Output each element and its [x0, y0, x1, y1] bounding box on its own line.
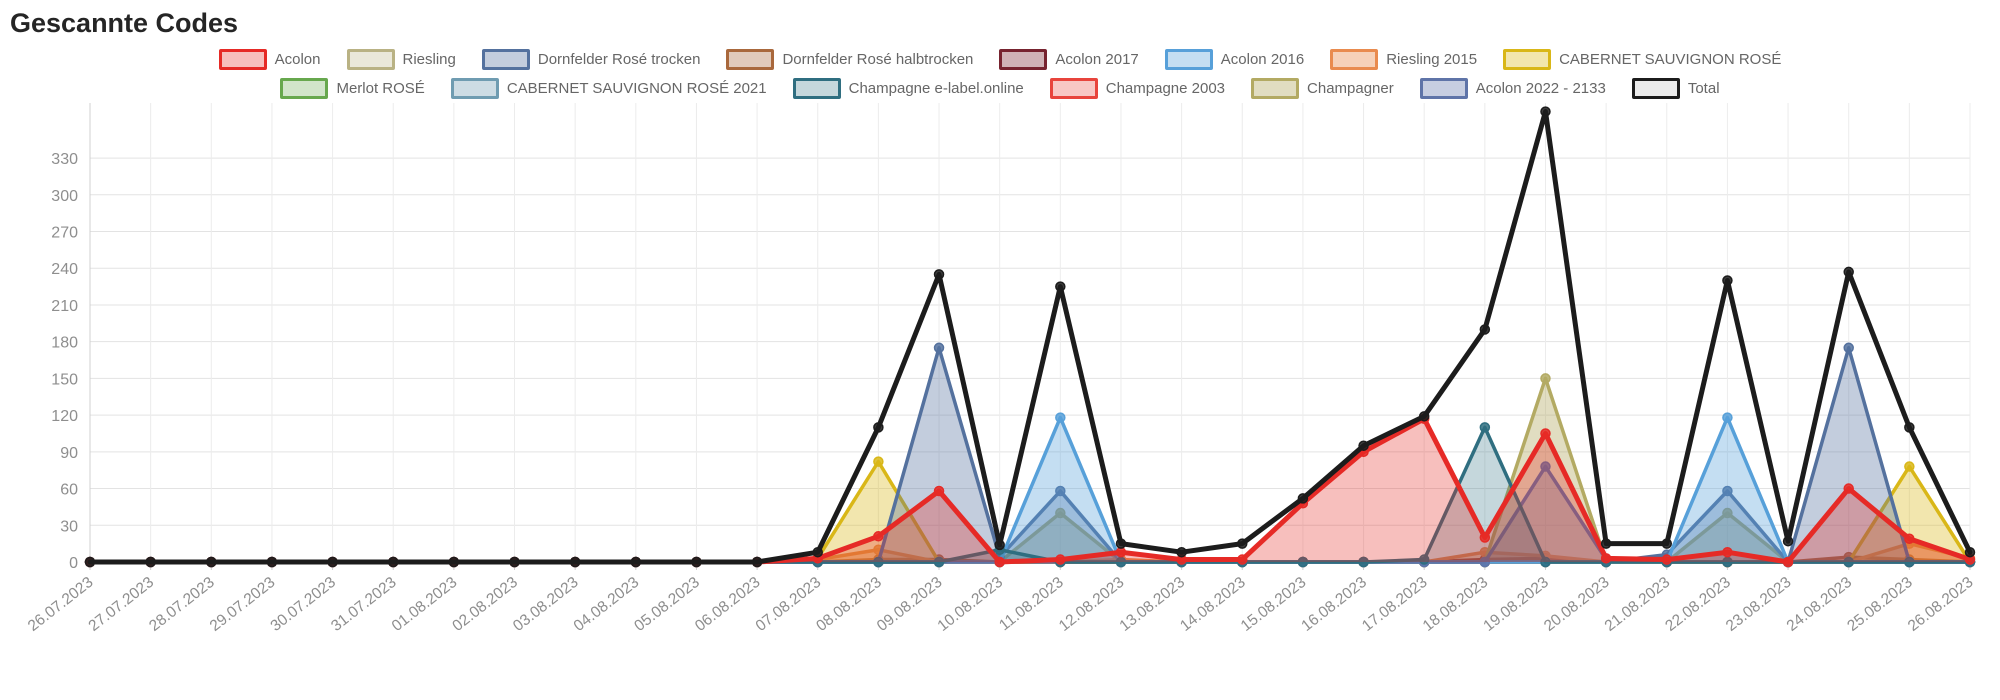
- svg-text:31.07.2023: 31.07.2023: [328, 574, 400, 635]
- legend-swatch: [1419, 78, 1468, 99]
- legend-item-label: Dornfelder Rosé halbtrocken: [782, 51, 974, 68]
- legend-swatch: [450, 78, 499, 99]
- svg-text:14.08.2023: 14.08.2023: [1177, 574, 1249, 635]
- svg-text:30.07.2023: 30.07.2023: [267, 574, 339, 635]
- legend-item-label: Total: [1687, 80, 1720, 97]
- legend-item-cabernet-sauvignon-ros[interactable]: CABERNET SAUVIGNON ROSÉ: [1503, 49, 1781, 70]
- svg-text:10.08.2023: 10.08.2023: [935, 574, 1007, 635]
- legend-item-dornfelder-ros-halbtrocken[interactable]: Dornfelder Rosé halbtrocken: [726, 49, 973, 70]
- legend-item-champagne-2003[interactable]: Champagne 2003: [1049, 78, 1226, 99]
- legend-item-label: Champagne 2003: [1105, 80, 1226, 97]
- legend-item-total[interactable]: Total: [1631, 78, 1720, 99]
- chart-canvas[interactable]: 0 30 60 90 120 150 180 210 240 270 300 330 26.07.202…: [0, 103, 2000, 691]
- svg-text:26.08.2023: 26.08.2023: [1905, 574, 1977, 635]
- chart-legend: Acolon Riesling Dornfelder Rosé trocken Dor…: [0, 45, 2000, 103]
- svg-text:18.08.2023: 18.08.2023: [1420, 574, 1492, 635]
- legend-swatch: [1164, 49, 1213, 70]
- svg-text:0: 0: [69, 555, 78, 572]
- svg-text:300: 300: [51, 188, 78, 205]
- svg-text:08.08.2023: 08.08.2023: [813, 574, 885, 635]
- legend-item-label: Champagner: [1307, 80, 1394, 97]
- legend-swatch: [346, 49, 395, 70]
- legend-swatch: [1049, 78, 1098, 99]
- legend-item-riesling-2015[interactable]: Riesling 2015: [1330, 49, 1477, 70]
- svg-text:210: 210: [51, 298, 78, 315]
- page-title: Gescannte Codes: [10, 8, 239, 38]
- svg-text:15.08.2023: 15.08.2023: [1238, 574, 1310, 635]
- svg-text:30: 30: [60, 518, 78, 535]
- svg-text:07.08.2023: 07.08.2023: [753, 574, 825, 635]
- legend-item-label: Acolon: [274, 51, 321, 68]
- svg-text:23.08.2023: 23.08.2023: [1723, 574, 1795, 635]
- svg-text:25.08.2023: 25.08.2023: [1844, 574, 1916, 635]
- svg-text:29.07.2023: 29.07.2023: [207, 574, 279, 635]
- legend-item-cabernet-sauvignon-ros-2021[interactable]: CABERNET SAUVIGNON ROSÉ 2021: [450, 78, 767, 99]
- svg-text:20.08.2023: 20.08.2023: [1541, 574, 1613, 635]
- svg-text:11.08.2023: 11.08.2023: [996, 574, 1067, 634]
- svg-text:09.08.2023: 09.08.2023: [874, 574, 946, 635]
- legend-item-label: Dornfelder Rosé trocken: [537, 51, 701, 68]
- svg-text:16.08.2023: 16.08.2023: [1298, 574, 1370, 635]
- legend-swatch: [726, 49, 775, 70]
- legend-row: Acolon Riesling Dornfelder Rosé trocken Dor…: [0, 45, 2000, 74]
- svg-text:150: 150: [51, 371, 78, 388]
- legend-item-acolon[interactable]: Acolon: [218, 49, 321, 70]
- svg-text:180: 180: [51, 335, 78, 352]
- svg-text:06.08.2023: 06.08.2023: [692, 574, 764, 635]
- svg-text:27.07.2023: 27.07.2023: [86, 574, 158, 635]
- legend-item-label: CABERNET SAUVIGNON ROSÉ 2021: [506, 80, 767, 97]
- legend-item-acolon-2017[interactable]: Acolon 2017: [999, 49, 1139, 70]
- svg-text:26.07.2023: 26.07.2023: [25, 574, 97, 635]
- svg-text:270: 270: [51, 225, 78, 242]
- legend-item-label: Acolon 2016: [1220, 51, 1305, 68]
- legend-swatch: [792, 78, 841, 99]
- svg-text:05.08.2023: 05.08.2023: [631, 574, 703, 635]
- svg-text:90: 90: [60, 445, 78, 462]
- legend-swatch: [999, 49, 1048, 70]
- legend-item-champagner[interactable]: Champagner: [1251, 78, 1394, 99]
- svg-text:240: 240: [51, 261, 78, 278]
- legend-item-acolon-2022-2133[interactable]: Acolon 2022 - 2133: [1419, 78, 1606, 99]
- svg-text:24.08.2023: 24.08.2023: [1784, 574, 1856, 635]
- legend-swatch: [1330, 49, 1379, 70]
- svg-text:28.07.2023: 28.07.2023: [146, 574, 218, 635]
- legend-item-champagne-e-label-online[interactable]: Champagne e-label.online: [792, 78, 1024, 99]
- svg-text:22.08.2023: 22.08.2023: [1662, 574, 1734, 635]
- legend-item-merlot-ros[interactable]: Merlot ROSÉ: [280, 78, 425, 99]
- svg-text:21.08.2023: 21.08.2023: [1602, 574, 1674, 635]
- svg-text:04.08.2023: 04.08.2023: [571, 574, 643, 635]
- svg-text:03.08.2023: 03.08.2023: [510, 574, 582, 635]
- svg-text:13.08.2023: 13.08.2023: [1116, 574, 1188, 635]
- legend-item-dornfelder-ros-trocken[interactable]: Dornfelder Rosé trocken: [481, 49, 701, 70]
- legend-item-acolon-2016[interactable]: Acolon 2016: [1164, 49, 1305, 70]
- legend-item-label: Champagne e-label.online: [848, 80, 1024, 97]
- svg-text:330: 330: [51, 151, 78, 168]
- legend-swatch: [1503, 49, 1552, 70]
- svg-text:17.08.2023: 17.08.2023: [1359, 574, 1431, 635]
- svg-text:120: 120: [51, 408, 78, 425]
- legend-swatch: [280, 78, 329, 99]
- legend-item-label: Acolon 2022 - 2133: [1475, 80, 1606, 97]
- svg-text:19.08.2023: 19.08.2023: [1480, 574, 1552, 635]
- legend-item-label: Merlot ROSÉ: [336, 80, 425, 97]
- legend-item-label: Riesling 2015: [1386, 51, 1478, 68]
- legend-item-label: Acolon 2017: [1055, 51, 1139, 68]
- legend-row: Merlot ROSÉ CABERNET SAUVIGNON ROSÉ 2021 C…: [0, 74, 2000, 103]
- legend-item-label: Riesling: [402, 51, 456, 68]
- legend-swatch: [218, 49, 267, 70]
- svg-text:12.08.2023: 12.08.2023: [1056, 574, 1128, 635]
- svg-text:01.08.2023: 01.08.2023: [389, 574, 461, 635]
- legend-swatch: [481, 49, 530, 70]
- svg-text:02.08.2023: 02.08.2023: [449, 574, 521, 635]
- svg-text:60: 60: [60, 482, 78, 499]
- legend-item-label: CABERNET SAUVIGNON ROSÉ: [1559, 51, 1782, 68]
- legend-item-riesling[interactable]: Riesling: [346, 49, 456, 70]
- legend-swatch: [1251, 78, 1300, 99]
- legend-swatch: [1631, 78, 1680, 99]
